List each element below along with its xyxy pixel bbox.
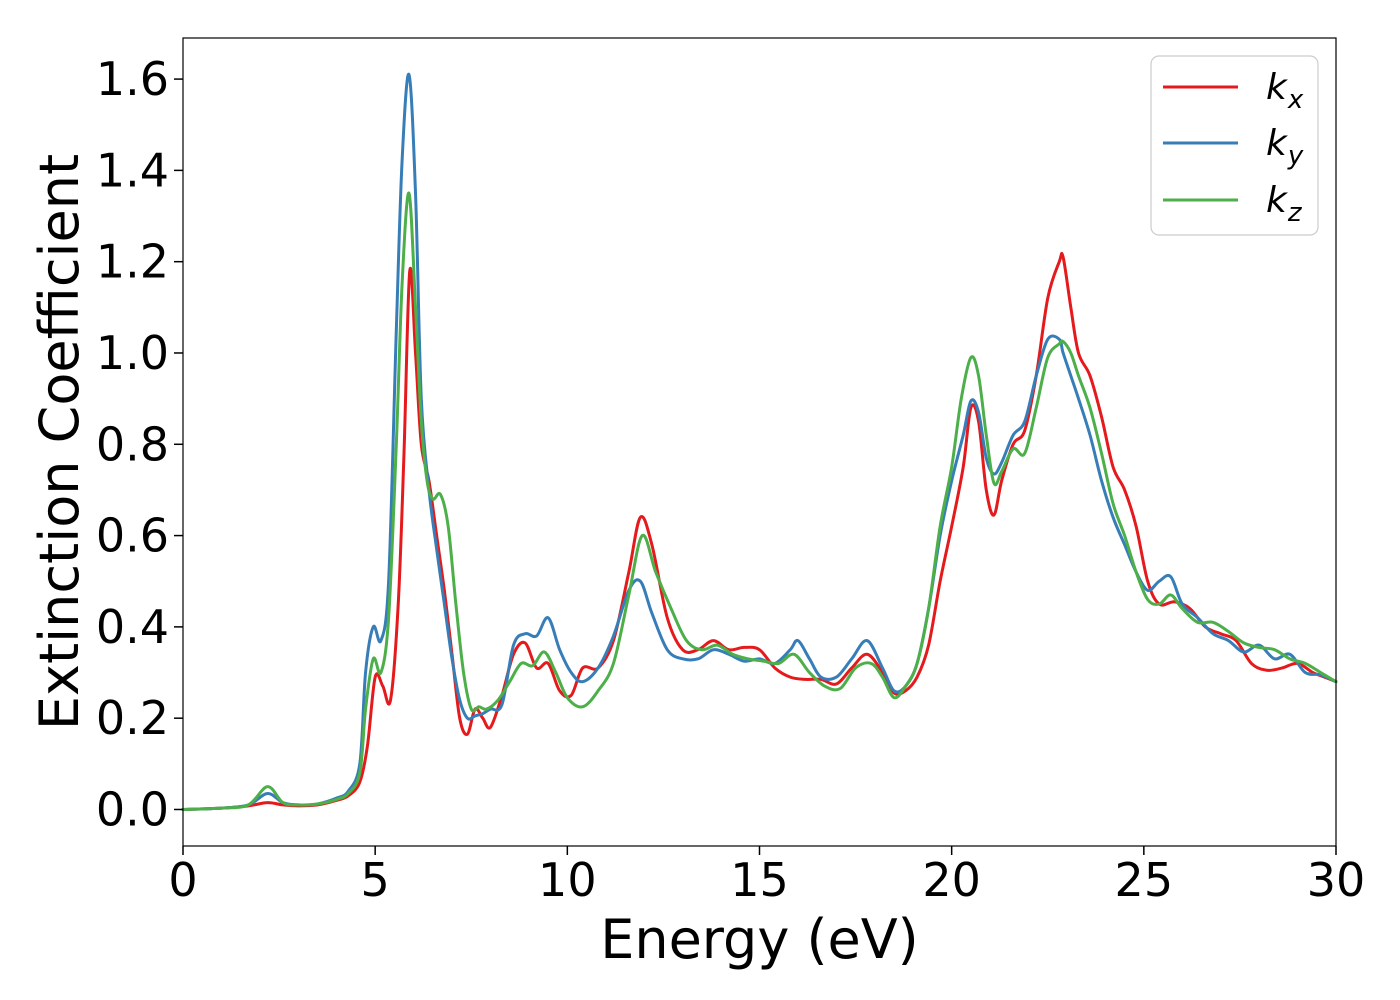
legend-subscript-kz: z [1287, 198, 1303, 228]
y-tick-label: 0.4 [96, 600, 169, 654]
x-tick-label: 20 [922, 853, 981, 907]
legend-subscript-ky: y [1287, 141, 1304, 171]
svg-text:kx: kx [1266, 67, 1304, 115]
y-tick-label: 0.8 [96, 417, 169, 471]
legend-label-kx: k [1266, 67, 1289, 108]
x-tick-label: 0 [168, 853, 197, 907]
series-layer [181, 73, 1338, 811]
svg-text:kz: kz [1266, 180, 1303, 228]
series-line-ky [181, 73, 1338, 811]
y-tick-label: 0.6 [96, 509, 169, 563]
y-axis-title: Extinction Coefficient [28, 154, 91, 730]
series-line-kz [181, 191, 1338, 811]
x-tick-label: 15 [730, 853, 789, 907]
legend-label-kz: k [1266, 180, 1289, 221]
legend: kx ky kz [1150, 55, 1319, 236]
x-tick-label: 25 [1115, 853, 1174, 907]
plot-frame [182, 37, 1337, 847]
x-axis-title: Energy (eV) [600, 908, 919, 971]
legend-entry-ky: ky [1163, 123, 1304, 171]
plot-area [183, 38, 1336, 846]
y-tick-label: 0.0 [96, 782, 169, 836]
x-tick-label: 10 [538, 853, 597, 907]
legend-label-ky: k [1266, 123, 1289, 164]
y-tick-label: 1.0 [96, 326, 169, 380]
y-tick-label: 1.6 [96, 52, 169, 106]
legend-entry-kz: kz [1163, 180, 1303, 228]
y-tick-label: 0.2 [96, 691, 169, 745]
legend-subscript-kx: x [1287, 85, 1304, 115]
series-line-kx [181, 251, 1338, 811]
y-tick-label: 1.4 [96, 143, 169, 197]
y-tick-label: 1.2 [96, 235, 169, 289]
x-axis-ticks: 0 5 10 15 20 25 30 [168, 846, 1365, 907]
x-tick-label: 5 [361, 853, 390, 907]
svg-text:ky: ky [1266, 123, 1304, 171]
x-tick-label: 30 [1307, 853, 1366, 907]
y-axis-ticks: 0.0 0.2 0.4 0.6 0.8 1.0 1.2 1.4 1.6 [96, 52, 183, 836]
legend-frame [1150, 55, 1319, 236]
legend-entry-kx: kx [1163, 67, 1304, 115]
